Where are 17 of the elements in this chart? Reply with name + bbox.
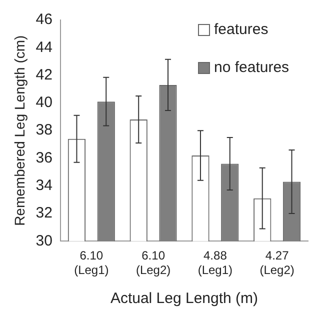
y-tick-label: 30 [36, 232, 52, 250]
y-tick-label: 38 [36, 122, 52, 139]
y-tick-label: 40 [36, 94, 52, 112]
legend-label: features [214, 21, 268, 38]
y-tick-label: 44 [36, 38, 52, 56]
y-tick-label: 42 [36, 66, 52, 84]
legend-label: no features [214, 59, 290, 76]
y-tick-label: 36 [36, 149, 52, 166]
y-tick-label: 46 [36, 11, 52, 28]
y-tick-label: 34 [36, 177, 52, 194]
x-tick-label: 4.88 (Leg1) [198, 248, 233, 278]
x-axis-title: Actual Leg Length (m) [110, 290, 258, 308]
y-tick-label: 32 [36, 204, 52, 222]
x-tick-label: 6.10 (Leg2) [136, 248, 171, 278]
x-tick-label: 4.27 (Leg2) [260, 248, 294, 278]
y-axis-title: Remembered Leg Length (cm) [11, 35, 28, 226]
x-tick-label: 6.10 (Leg1) [74, 248, 109, 278]
